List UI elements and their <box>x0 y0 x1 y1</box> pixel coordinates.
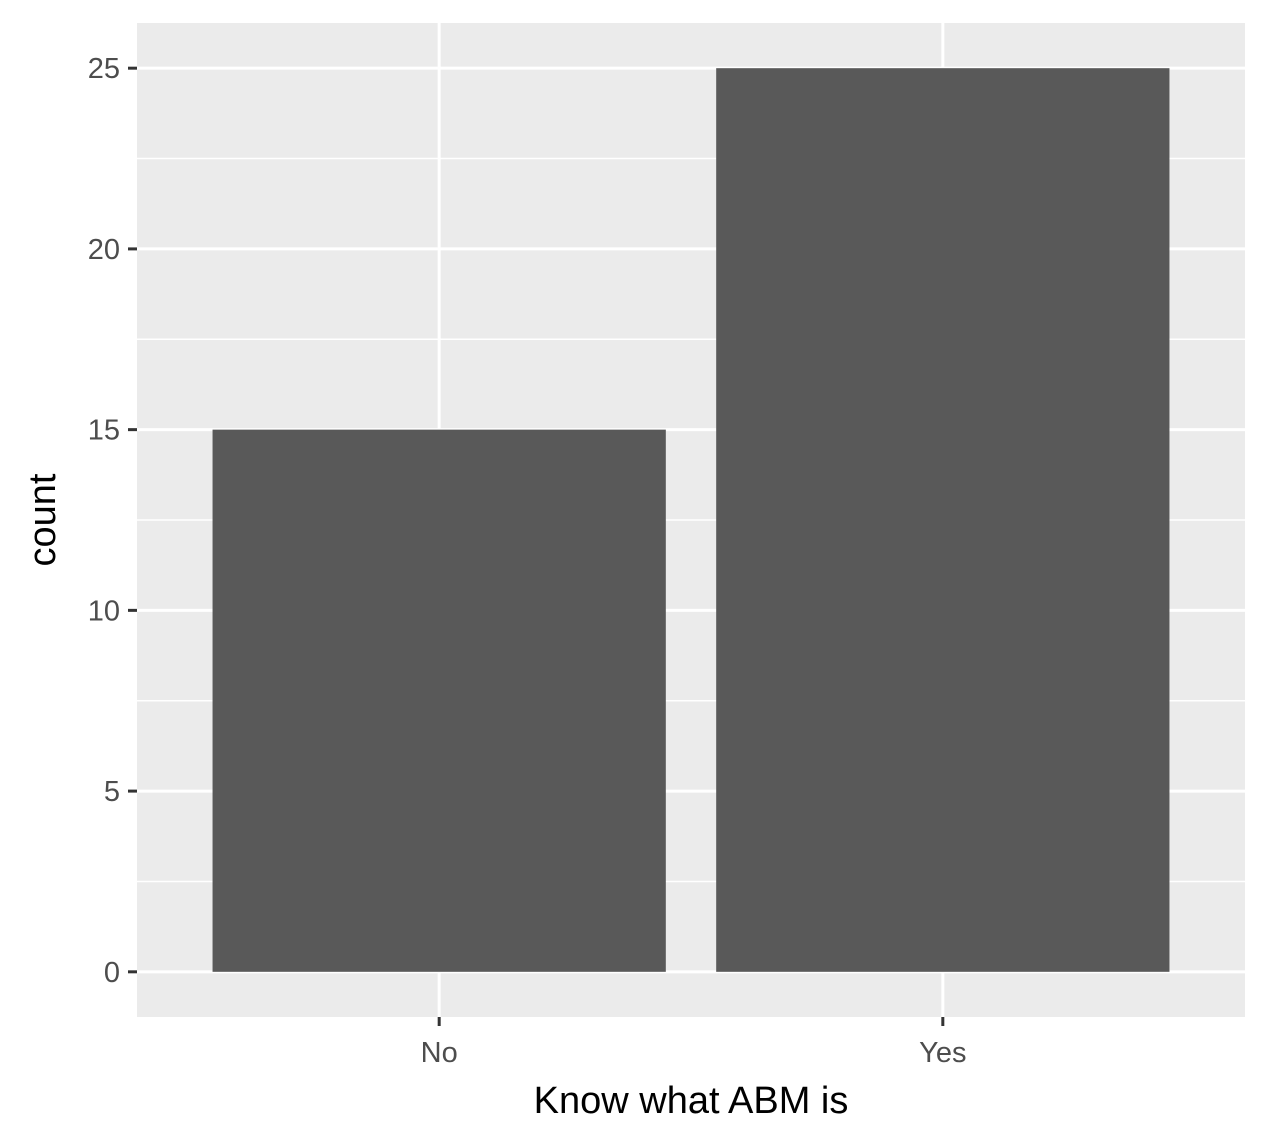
x-axis-title: Know what ABM is <box>534 1080 849 1122</box>
y-tick-label: 15 <box>88 415 120 447</box>
y-tick-label: 25 <box>88 53 120 85</box>
y-tick-label: 0 <box>104 957 120 989</box>
y-axis-title: count <box>22 473 64 566</box>
y-tick-label: 10 <box>88 595 120 627</box>
bar-yes <box>716 68 1170 972</box>
y-tick-label: 5 <box>104 776 120 808</box>
bars <box>212 68 1170 972</box>
x-tick-label: No <box>421 1037 458 1069</box>
x-axis: No Yes <box>421 1017 966 1069</box>
x-tick-label: Yes <box>919 1037 966 1069</box>
y-tick-label: 20 <box>88 234 120 266</box>
bar-no <box>212 429 666 972</box>
y-axis: 0 5 10 15 20 25 <box>88 53 137 989</box>
